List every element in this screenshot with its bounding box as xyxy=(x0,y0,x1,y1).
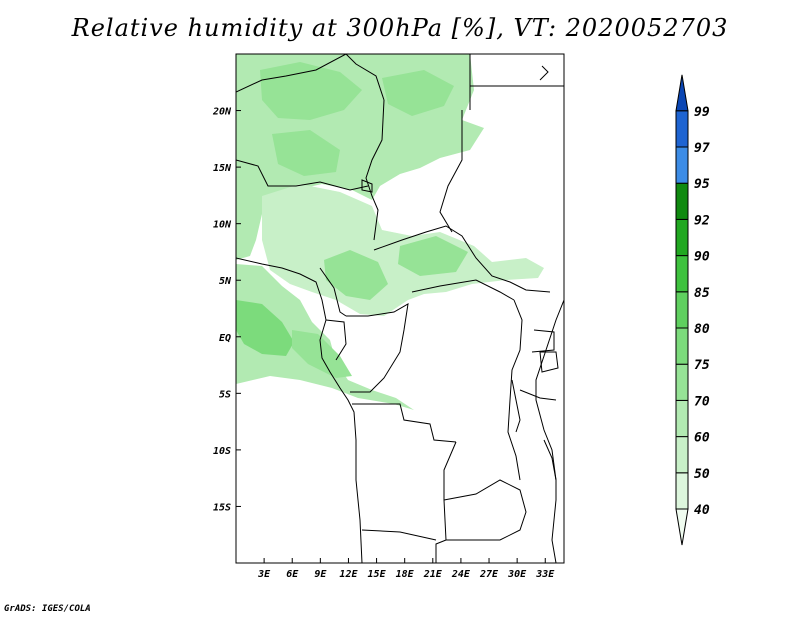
lat-tick-label: 5N xyxy=(219,276,232,287)
humidity-core-chad xyxy=(272,130,340,176)
colorbar-segment xyxy=(675,182,689,220)
colorbar-upper-triangle xyxy=(675,74,689,112)
lon-tick-label: 21E xyxy=(423,569,443,580)
colorbar-label: 80 xyxy=(694,322,710,337)
colorbar-segment xyxy=(675,327,689,365)
border-chad-sudan xyxy=(439,110,463,233)
border-drc-east xyxy=(507,299,523,481)
humidity-core-west xyxy=(236,300,294,356)
colorbar-segment xyxy=(675,363,689,401)
humidity-region-gulf xyxy=(236,264,414,410)
lake-chad xyxy=(361,179,373,193)
colorbar-label: 75 xyxy=(694,358,710,373)
lon-tick-label: 18E xyxy=(396,569,415,580)
colorbar-label: 90 xyxy=(694,250,710,265)
chart-title: Relative humidity at 300hPa [%], VT: 202… xyxy=(71,14,729,42)
border-gabon xyxy=(325,319,347,361)
colorbar-label: 70 xyxy=(694,394,710,409)
arabia-coast xyxy=(539,65,549,81)
colorbar-segment xyxy=(675,472,689,510)
lon-tick-label: 6E xyxy=(286,569,299,580)
colorbar-segment xyxy=(675,436,689,474)
colorbar-label: 85 xyxy=(694,286,710,301)
map-frame xyxy=(235,53,565,564)
lat-tick-label: 15S xyxy=(213,502,231,513)
colorbar-label: 50 xyxy=(694,467,710,482)
lon-tick-label: 30E xyxy=(507,569,527,580)
lat-tick-label: 10S xyxy=(213,446,231,457)
border-angola-north xyxy=(352,403,457,443)
border-cameroon xyxy=(319,267,347,317)
lake-victoria xyxy=(539,351,559,373)
colorbar-label: 60 xyxy=(694,431,710,446)
lat-tick-label: 10N xyxy=(213,220,232,231)
border-zambia xyxy=(443,479,527,541)
colorbar-segment xyxy=(675,291,689,329)
colorbar-label: 92 xyxy=(694,213,710,228)
border-namibia xyxy=(361,529,437,541)
colorbar-segment xyxy=(675,110,689,148)
grads-credit: GrADS: IGES/COLA xyxy=(4,604,91,614)
border-angola-east xyxy=(435,441,457,563)
humidity-core-northeast xyxy=(382,70,454,116)
lat-tick-label: 5S xyxy=(219,389,231,400)
humidity-core-cameroon xyxy=(324,250,388,300)
border-car-north xyxy=(373,225,551,293)
border-tanzania xyxy=(519,389,557,401)
latitude-axis: 20N 15N 10N 5N EQ 5S 10S 15S xyxy=(212,107,241,513)
lon-tick-label: 15E xyxy=(368,569,387,580)
colorbar-segment xyxy=(675,399,689,438)
coastline-east-africa xyxy=(535,299,564,563)
colorbar-label: 99 xyxy=(694,105,710,120)
lon-tick-label: 27E xyxy=(479,569,499,580)
border-niger-chad xyxy=(365,99,385,241)
lon-tick-label: 24E xyxy=(451,569,471,580)
lat-tick-label: 15N xyxy=(213,163,232,174)
colorbar-segment xyxy=(675,218,689,257)
lake-malawi xyxy=(543,439,557,481)
colorbar-label: 40 xyxy=(694,503,710,518)
border-algeria-libya xyxy=(345,54,385,101)
colorbar: 40 50 60 70 75 80 85 90 92 95 97 99 xyxy=(675,74,710,546)
humidity-shading xyxy=(236,54,544,410)
lon-tick-label: 3E xyxy=(257,569,271,580)
border-uganda xyxy=(531,329,555,353)
lon-tick-label: 12E xyxy=(339,569,358,580)
border-drc-north xyxy=(411,279,515,301)
border-mali-niger xyxy=(236,54,347,93)
lat-tick-label: EQ xyxy=(219,333,231,344)
colorbar-segment xyxy=(675,146,689,184)
border-congo xyxy=(346,303,409,393)
humidity-core-car xyxy=(398,236,468,276)
colorbar-segment xyxy=(675,255,689,293)
lon-tick-label: 9E xyxy=(314,569,327,580)
colorbar-label: 95 xyxy=(694,177,710,192)
coastline-west-africa xyxy=(236,257,363,563)
coastlines-borders xyxy=(236,54,564,563)
lat-tick-label: 20N xyxy=(212,107,232,118)
colorbar-lower-triangle xyxy=(675,508,689,546)
lon-tick-label: 33E xyxy=(535,569,555,580)
border-mali-south xyxy=(236,159,369,191)
colorbar-label: 97 xyxy=(694,141,710,156)
lake-tanganyika xyxy=(511,379,521,433)
longitude-axis: 3E 6E 9E 12E 15E 18E 21E 24E 27E 30E 33E xyxy=(257,558,555,580)
